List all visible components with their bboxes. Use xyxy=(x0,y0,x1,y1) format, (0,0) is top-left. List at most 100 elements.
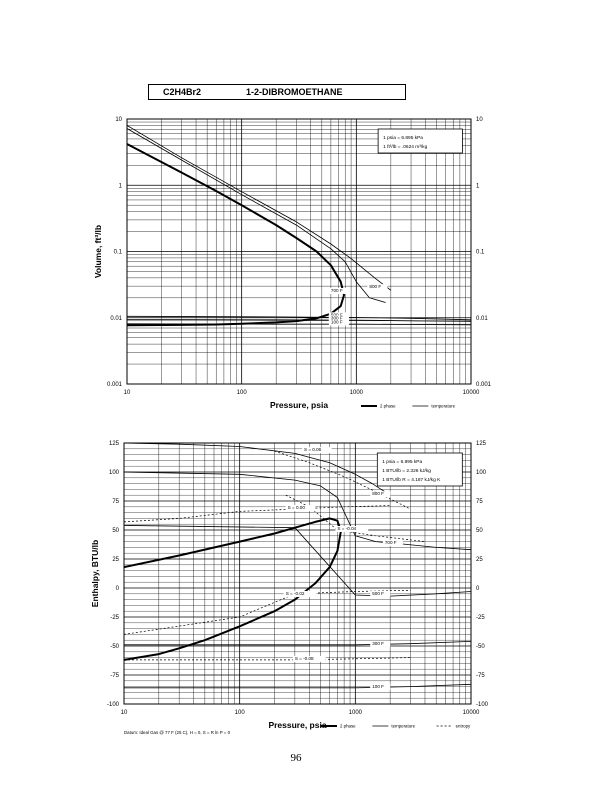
series-300-f xyxy=(124,641,472,646)
x-tick-label: 10000 xyxy=(463,390,480,396)
curve-label: 800 F xyxy=(372,491,384,496)
y-tick-label: 50 xyxy=(112,528,119,534)
annotation-bg xyxy=(370,640,391,647)
annotation-bg xyxy=(370,590,391,597)
series-s-0-00 xyxy=(123,505,391,523)
series-s-0-02 xyxy=(123,589,411,635)
curve-label: S = 0.00 xyxy=(288,505,306,510)
x-tick-label: 10 xyxy=(124,390,131,396)
series-s-0-08 xyxy=(124,657,411,661)
conversion-text: 1 BTU/lb = 2.326 kJ/kg xyxy=(382,468,431,474)
y-tick-label-right: 10 xyxy=(476,117,483,123)
conversion-text: 1 ft³/lb = .0624 m³/kg xyxy=(383,144,427,150)
annotation-bg xyxy=(335,526,369,532)
series-800-f xyxy=(123,442,391,496)
chart-title-box: C2H4Br2 1-2-DIBROMOETHANE xyxy=(148,84,406,100)
series-300-f xyxy=(126,319,472,322)
series-2-phase xyxy=(126,143,345,327)
plot-frame xyxy=(123,442,472,705)
x-tick-label: 10000 xyxy=(463,710,480,716)
series-s-0-04 xyxy=(285,494,426,542)
legend-label: 2 phase xyxy=(340,724,356,729)
curve-label: 500 F xyxy=(372,591,384,596)
y-tick-label: 100 xyxy=(109,470,120,476)
curve-label: 700 F xyxy=(331,288,343,293)
series-100-f xyxy=(124,683,472,689)
curve-label: 500 F xyxy=(331,312,343,317)
plot-frame xyxy=(126,118,472,385)
compound-formula: C2H4Br2 xyxy=(163,87,202,97)
series-500-f xyxy=(126,315,472,321)
y-tick-label: -25 xyxy=(110,615,119,621)
series-2-phase xyxy=(123,517,342,661)
compound-name: 1-2-DIBROMOETHANE xyxy=(246,87,343,97)
legend-label: temperature xyxy=(391,724,415,729)
conversion-text: 1 BTU/lb R = 4.187 kJ/kg K xyxy=(382,477,441,483)
annotation-bg xyxy=(328,315,349,322)
conversion-box xyxy=(376,452,463,487)
x-tick-label: 100 xyxy=(237,390,248,396)
annotation-bg xyxy=(367,284,388,291)
y-tick-label: 0.1 xyxy=(114,250,123,256)
curve-label: S = 0.06 xyxy=(304,447,322,452)
curve-label: 300 F xyxy=(372,641,384,646)
datum-footnote: Datum: Ideal Gas @ 77 F (25 C), H = 0, S… xyxy=(124,730,231,735)
legend-label: 2 phase xyxy=(380,404,396,409)
annotation-bg xyxy=(370,683,391,690)
curve-label: 100 F xyxy=(331,319,343,324)
y-axis-label: Volume, ft³/lb xyxy=(93,225,103,278)
y-tick-label: 1 xyxy=(119,183,123,189)
y-tick-label-right: -25 xyxy=(476,615,485,621)
y-tick-label-right: -50 xyxy=(476,644,485,650)
y-tick-label-right: -100 xyxy=(476,702,489,708)
annotation-bg xyxy=(328,287,349,294)
curve-label: 300 F xyxy=(331,316,343,321)
y-tick-label-right: 100 xyxy=(476,470,487,476)
y-tick-label: -50 xyxy=(110,644,119,650)
y-tick-label-right: 0 xyxy=(476,586,480,592)
annotation-bg xyxy=(302,447,332,454)
curve-label: 700 F xyxy=(385,540,397,545)
y-axis-label: Enthalpy, BTU/lb xyxy=(90,540,100,607)
annotation-bg xyxy=(285,505,316,512)
curve-label: 100 F xyxy=(372,684,384,689)
y-tick-label-right: 50 xyxy=(476,528,483,534)
annotation-bg xyxy=(328,312,349,319)
y-tick-label: 75 xyxy=(112,499,119,505)
page-number: 96 xyxy=(290,752,302,764)
x-tick-label: 1000 xyxy=(350,390,364,396)
x-tick-label: 1000 xyxy=(349,710,363,716)
y-tick-label: 125 xyxy=(109,441,120,447)
series-100-f xyxy=(126,323,472,326)
y-tick-label-right: 75 xyxy=(476,499,483,505)
y-tick-label: 0.01 xyxy=(110,316,122,322)
y-tick-label: -100 xyxy=(107,702,120,708)
curve-label: 800 F xyxy=(369,284,381,289)
conversion-box xyxy=(377,128,463,154)
x-tick-label: 100 xyxy=(235,710,246,716)
y-tick-label: 25 xyxy=(112,557,119,563)
curve-label: S = -0.02 xyxy=(286,591,305,596)
y-tick-label-right: 0.01 xyxy=(476,316,488,322)
legend-label: temperature xyxy=(431,404,455,409)
curve-label: S = -0.04 xyxy=(337,526,356,531)
series-700-f xyxy=(126,128,386,303)
series-500-f xyxy=(123,525,472,597)
series-700-f xyxy=(123,471,472,551)
conversion-text: 1 psia = 6.895 kPa xyxy=(382,459,422,465)
y-tick-label-right: 0.001 xyxy=(476,382,492,388)
y-tick-label: 0 xyxy=(116,586,120,592)
y-tick-label-right: 1 xyxy=(476,183,480,189)
x-axis-label: Pressure, psia xyxy=(270,400,328,410)
series-800-f xyxy=(126,125,392,291)
curve-label: S = -0.08 xyxy=(295,656,314,661)
x-axis-label: Pressure, psia xyxy=(268,720,326,730)
y-tick-label: 10 xyxy=(115,117,122,123)
annotation-bg xyxy=(370,491,391,498)
annotation-bg xyxy=(292,655,326,662)
legend-label: entropy xyxy=(456,724,471,729)
y-tick-label: 0.001 xyxy=(107,382,123,388)
y-tick-label-right: 125 xyxy=(476,441,487,447)
annotation-bg xyxy=(382,539,403,546)
